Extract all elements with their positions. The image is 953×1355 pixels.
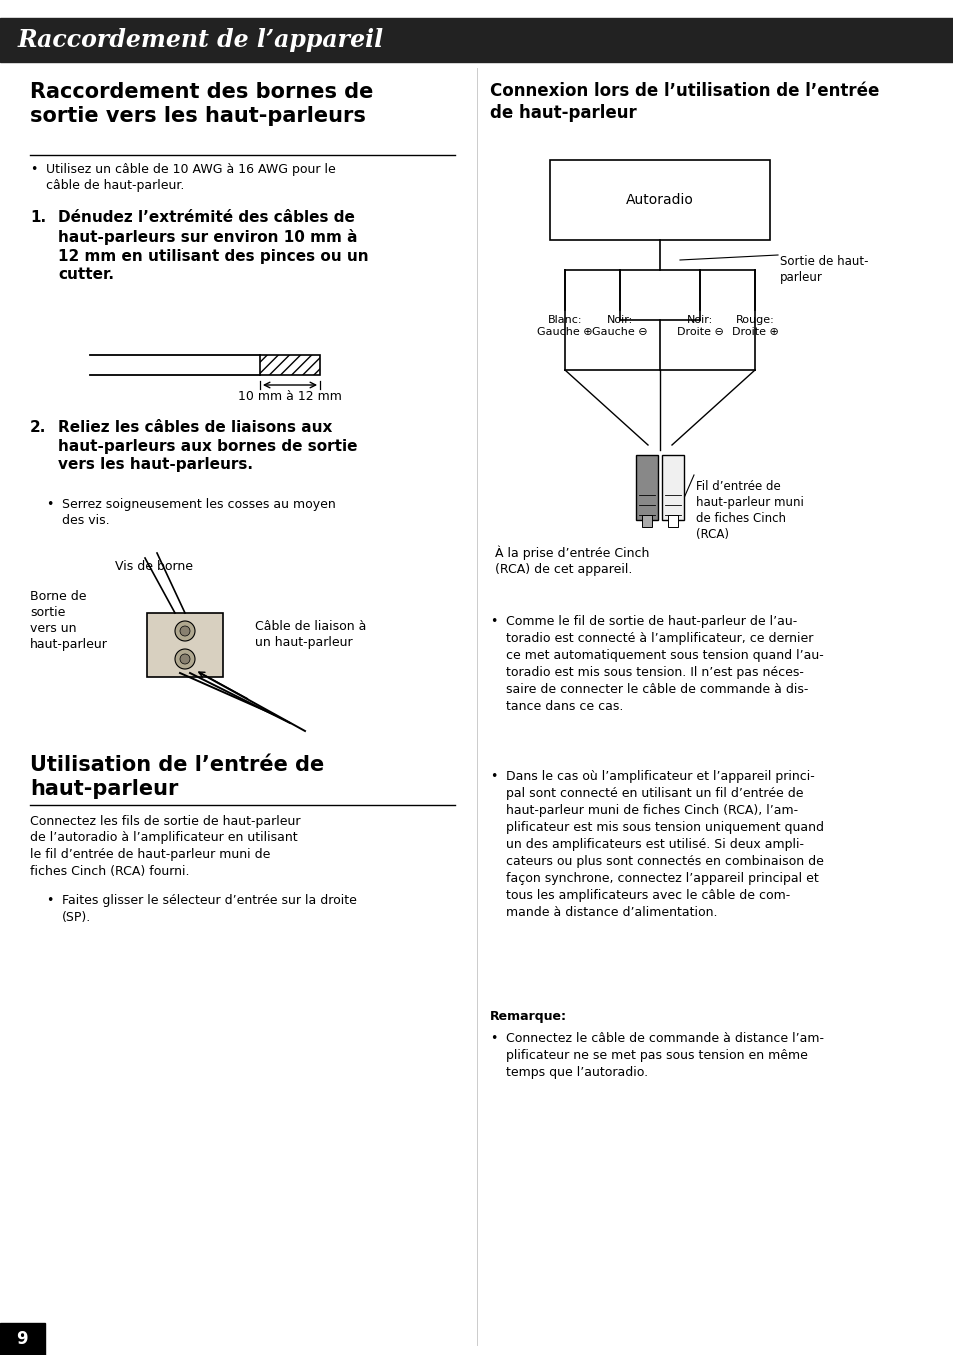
Bar (636, 455, 658, 520)
Text: Borne de
sortie
vers un
haut-parleur: Borne de sortie vers un haut-parleur (30, 589, 108, 650)
Bar (0, 18, 953, 62)
Text: Rouge:
Droite ⊕: Rouge: Droite ⊕ (731, 314, 778, 337)
Text: À la prise d’entrée Cinch
(RCA) de cet appareil.: À la prise d’entrée Cinch (RCA) de cet a… (495, 545, 649, 576)
Text: Utilisation de l’entrée de
haut-parleur: Utilisation de l’entrée de haut-parleur (30, 755, 324, 799)
Text: Raccordement de l’appareil: Raccordement de l’appareil (18, 28, 384, 51)
Text: Connectez les fils de sortie de haut-parleur
de l’autoradio à l’amplificateur en: Connectez les fils de sortie de haut-par… (30, 814, 300, 878)
Text: Vis de borne: Vis de borne (115, 560, 193, 573)
Text: Noir:
Gauche ⊖: Noir: Gauche ⊖ (592, 314, 647, 337)
Text: 2.: 2. (30, 420, 47, 435)
Text: Connectez le câble de commande à distance l’am-
plificateur ne se met pas sous t: Connectez le câble de commande à distanc… (505, 1033, 823, 1079)
Circle shape (174, 621, 194, 641)
Circle shape (180, 626, 190, 635)
Circle shape (174, 649, 194, 669)
Text: Raccordement des bornes de
sortie vers les haut-parleurs: Raccordement des bornes de sortie vers l… (30, 83, 373, 126)
Text: •: • (30, 163, 37, 176)
Text: Sortie de haut-
parleur: Sortie de haut- parleur (780, 255, 867, 285)
Text: Câble de liaison à
un haut-parleur: Câble de liaison à un haut-parleur (254, 621, 366, 649)
Bar (641, 515, 651, 527)
Text: Remarque:: Remarque: (490, 1009, 566, 1023)
Text: Serrez soigneusement les cosses au moyen
des vis.: Serrez soigneusement les cosses au moyen… (62, 499, 335, 527)
Text: 10 mm à 12 mm: 10 mm à 12 mm (238, 390, 341, 402)
Text: Fil d’entrée de
haut-parleur muni
de fiches Cinch
(RCA): Fil d’entrée de haut-parleur muni de fic… (696, 480, 803, 541)
Text: 1.: 1. (30, 210, 46, 225)
Text: Utilisez un câble de 10 AWG à 16 AWG pour le
câble de haut-parleur.: Utilisez un câble de 10 AWG à 16 AWG pou… (46, 163, 335, 192)
Text: 9: 9 (16, 1331, 28, 1348)
Text: Reliez les câbles de liaisons aux
haut-parleurs aux bornes de sortie
vers les ha: Reliez les câbles de liaisons aux haut-p… (58, 420, 357, 472)
Text: •: • (490, 615, 497, 627)
Text: Autoradio: Autoradio (625, 192, 693, 207)
Text: •: • (46, 894, 53, 906)
Text: Blanc:
Gauche ⊕: Blanc: Gauche ⊕ (537, 314, 592, 337)
Bar (550, 160, 769, 240)
Bar (147, 612, 223, 678)
Text: Noir:
Droite ⊖: Noir: Droite ⊖ (676, 314, 722, 337)
Circle shape (180, 654, 190, 664)
Bar (0, 1322, 45, 1355)
Text: •: • (490, 1033, 497, 1045)
Text: Faites glisser le sélecteur d’entrée sur la droite
(SP).: Faites glisser le sélecteur d’entrée sur… (62, 894, 356, 924)
Text: •: • (490, 770, 497, 783)
Text: Comme le fil de sortie de haut-parleur de l’au-
toradio est connecté à l’amplifi: Comme le fil de sortie de haut-parleur d… (505, 615, 822, 713)
Text: Dans le cas où l’amplificateur et l’appareil princi-
pal sont connecté en utilis: Dans le cas où l’amplificateur et l’appa… (505, 770, 823, 919)
Text: Dénudez l’extrémité des câbles de
haut-parleurs sur environ 10 mm à
12 mm en uti: Dénudez l’extrémité des câbles de haut-p… (58, 210, 368, 282)
Bar (667, 515, 678, 527)
Text: Connexion lors de l’utilisation de l’entrée
de haut-parleur: Connexion lors de l’utilisation de l’ent… (490, 83, 879, 122)
Bar (260, 355, 319, 375)
Text: •: • (46, 499, 53, 511)
Bar (661, 455, 683, 520)
